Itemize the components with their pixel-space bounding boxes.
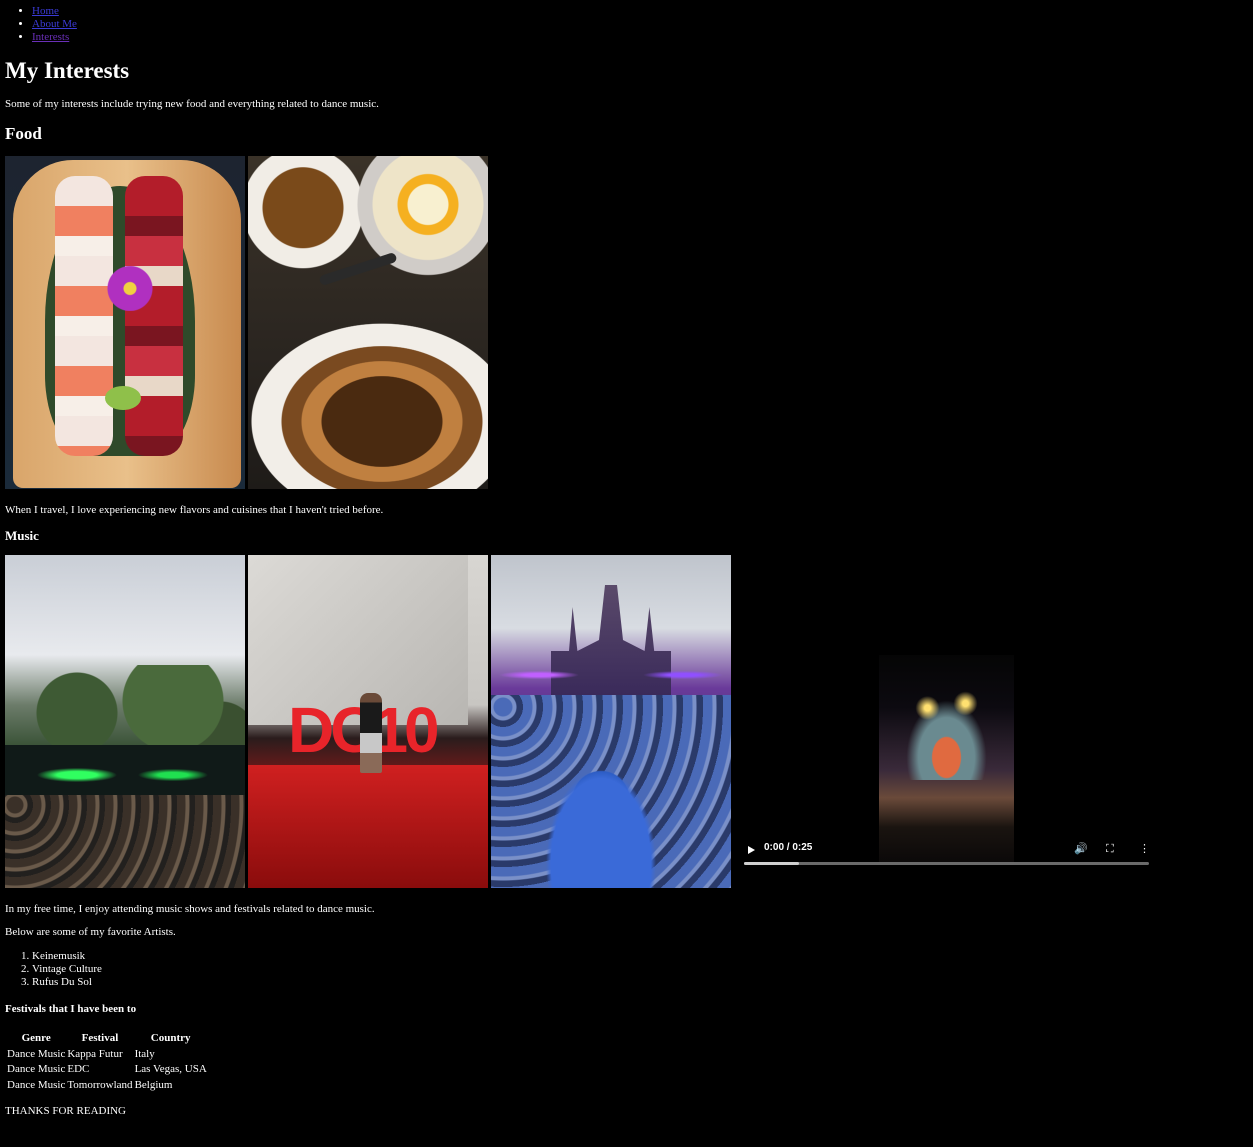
nav-item-about: About Me: [32, 18, 1248, 31]
music-heading: Music: [5, 528, 39, 543]
festival-stage-photo: [5, 555, 245, 888]
food-caption: When I travel, I love experiencing new f…: [5, 504, 384, 516]
table-row: Dance Music EDC Las Vegas, USA: [7, 1063, 207, 1077]
table-cell: Las Vegas, USA: [134, 1063, 207, 1075]
column-header-festival: Festival: [81, 1032, 119, 1044]
table-cell: Italy: [134, 1047, 155, 1060]
intro-text: Some of my interests include trying new …: [5, 98, 379, 110]
volume-icon[interactable]: 🔊: [1074, 842, 1088, 855]
page-title: My Interests: [5, 58, 130, 83]
nav-item-interests: Interests: [32, 31, 1248, 44]
music-caption: In my free time, I enjoy attending music…: [5, 903, 375, 915]
fullscreen-icon[interactable]: ⛶: [1106, 842, 1114, 855]
nav-link-about[interactable]: About Me: [32, 18, 77, 30]
page: Home About Me Interests My Interests Som…: [0, 5, 1253, 1118]
music-gallery: DC10 0:00 / 0:25 🔊 ⛶ ⋮: [5, 555, 1248, 888]
video-buffered: [744, 862, 799, 865]
table-cell: Tomorrowland: [67, 1078, 133, 1091]
table-cell: Kappa Futur: [67, 1047, 123, 1060]
sushi-photo: [5, 156, 245, 489]
more-options-icon[interactable]: ⋮: [1139, 842, 1150, 855]
table-row: Dance Music Tomorrowland Belgium: [7, 1079, 207, 1093]
table-row: Dance Music Kappa Futur Italy: [7, 1048, 207, 1062]
festivals-table: Genre Festival Country Dance Music Kappa…: [5, 1030, 209, 1094]
video-time: 0:00 / 0:25: [764, 842, 813, 853]
table-cell: Dance Music: [7, 1078, 66, 1091]
table-cell: Belgium: [134, 1078, 173, 1091]
table-cell: EDC: [67, 1063, 90, 1075]
brunch-photo: [248, 156, 488, 489]
festivals-heading: Festivals that I have been to: [5, 1003, 137, 1015]
artists-intro: Below are some of my favorite Artists.: [5, 926, 176, 938]
video-frame: [879, 655, 1014, 865]
list-item: Vintage Culture: [32, 963, 1248, 976]
table-cell: Dance Music: [7, 1047, 66, 1060]
list-item: Keinemusik: [32, 950, 1248, 963]
dc10-photo: DC10: [248, 555, 488, 888]
thanks-text: THANKS FOR READING: [5, 1105, 127, 1117]
column-header-genre: Genre: [21, 1032, 51, 1044]
column-header-country: Country: [150, 1032, 191, 1044]
table-cell: Dance Music: [7, 1063, 66, 1075]
table-header-row: Genre Festival Country: [7, 1032, 207, 1046]
play-icon[interactable]: [748, 846, 755, 854]
food-gallery: [5, 156, 1248, 489]
nav-link-home[interactable]: Home: [32, 5, 59, 17]
festival-video-player[interactable]: 0:00 / 0:25 🔊 ⛶ ⋮: [744, 555, 1150, 888]
nav-menu: Home About Me Interests: [5, 5, 1248, 44]
video-controls: 0:00 / 0:25 🔊 ⛶ ⋮: [744, 840, 1150, 880]
artists-list: Keinemusik Vintage Culture Rufus Du Sol: [5, 950, 1248, 989]
nav-item-home: Home: [32, 5, 1248, 18]
video-progress-bar[interactable]: [744, 862, 1149, 865]
list-item: Rufus Du Sol: [32, 976, 1248, 989]
tomorrowland-photo: [491, 555, 731, 888]
food-heading: Food: [5, 124, 42, 143]
nav-link-interests[interactable]: Interests: [32, 31, 70, 43]
